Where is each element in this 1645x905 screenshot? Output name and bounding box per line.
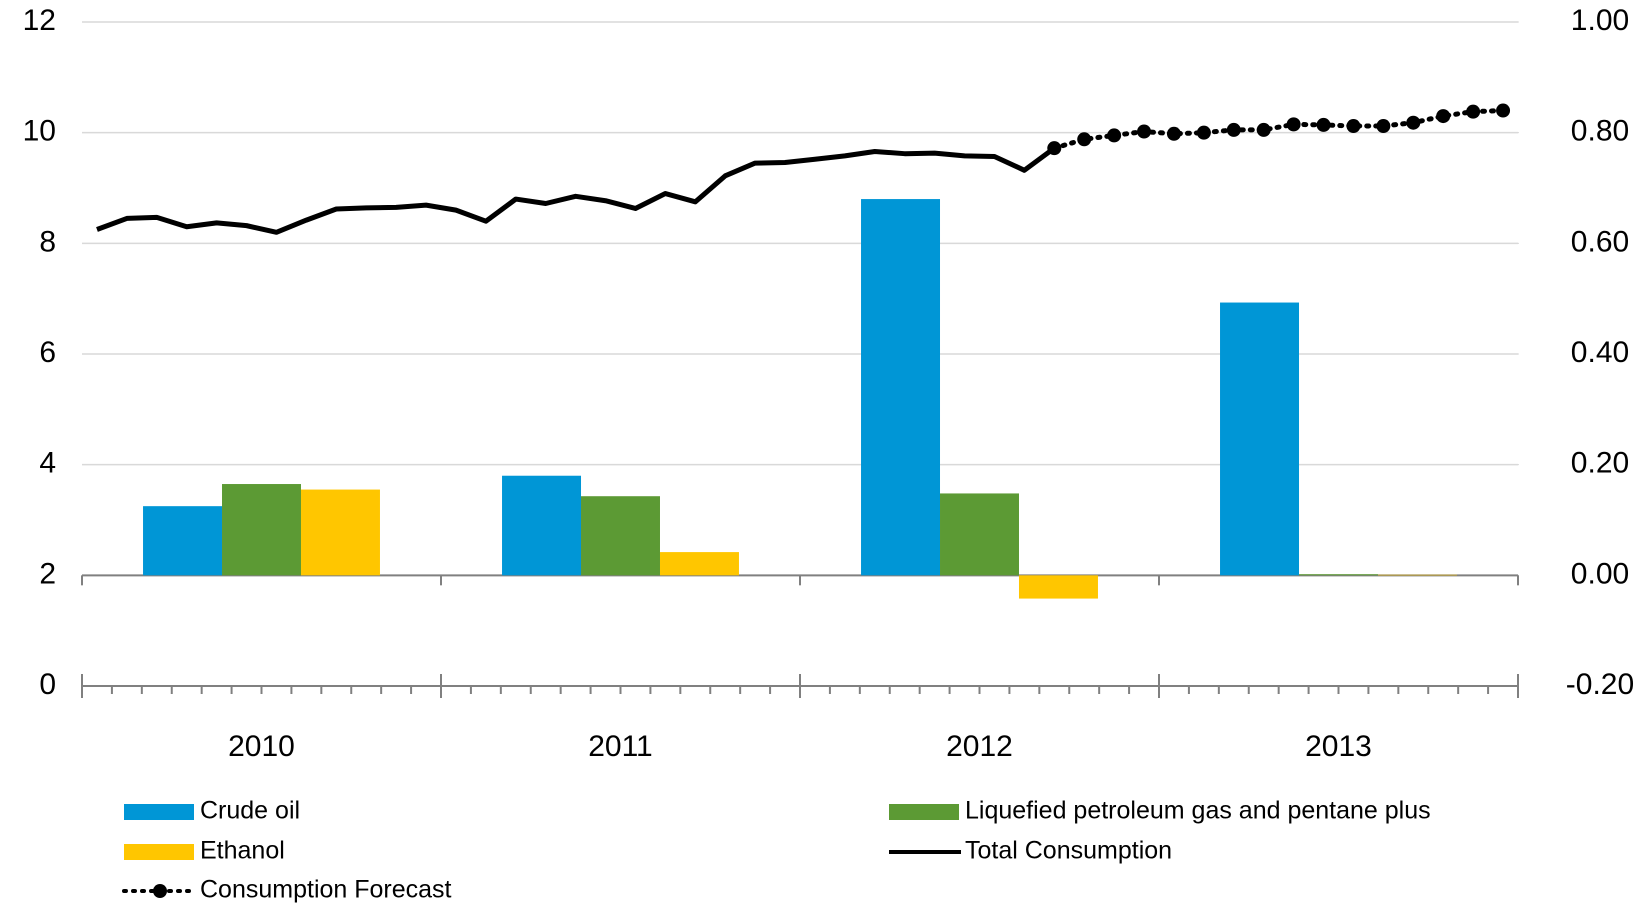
marker xyxy=(1316,117,1331,132)
marker xyxy=(1047,141,1062,156)
marker xyxy=(1496,103,1511,118)
y-tick-label: 8 xyxy=(39,225,56,258)
x-tick-label: 2012 xyxy=(946,730,1013,763)
legend-label: Ethanol xyxy=(200,837,285,865)
y2-tick-label: 0.20 xyxy=(1571,447,1629,480)
bar xyxy=(1299,574,1378,576)
marker xyxy=(1137,124,1152,139)
bar xyxy=(143,506,223,576)
legend-swatch xyxy=(153,884,167,898)
marker xyxy=(1466,104,1481,119)
y2-tick-label: 0.80 xyxy=(1571,115,1629,148)
y2-tick-label: 1.00 xyxy=(1571,4,1629,37)
y2-tick-label: 0.40 xyxy=(1571,336,1629,369)
legend-swatch xyxy=(124,844,194,860)
y-tick-label: 4 xyxy=(39,447,56,480)
line xyxy=(1051,108,1506,151)
bar xyxy=(940,493,1019,576)
x-tick-label: 2010 xyxy=(228,730,295,763)
line xyxy=(96,146,1056,235)
y-tick-label: 6 xyxy=(39,336,56,369)
bar xyxy=(1377,574,1457,576)
y-tick-label: 10 xyxy=(23,115,56,148)
y2-tick-label: 0.00 xyxy=(1571,557,1629,590)
marker xyxy=(1376,119,1391,134)
bar xyxy=(1220,302,1300,576)
marker xyxy=(1406,115,1421,130)
y2-tick-label: -0.20 xyxy=(1566,668,1634,701)
y-tick-label: 0 xyxy=(39,668,56,701)
bar xyxy=(502,475,582,576)
marker xyxy=(1166,126,1181,141)
bar xyxy=(581,496,660,576)
bar xyxy=(861,199,941,576)
legend-label: Crude oil xyxy=(200,797,300,825)
marker xyxy=(1107,128,1122,143)
x-tick-label: 2013 xyxy=(1305,730,1372,763)
y-tick-label: 12 xyxy=(23,4,56,37)
marker xyxy=(1346,119,1361,134)
marker xyxy=(1436,109,1451,124)
marker xyxy=(1226,122,1241,137)
bar xyxy=(222,484,301,576)
bar xyxy=(300,489,380,576)
legend-swatch xyxy=(889,804,959,820)
legend-label: Total Consumption xyxy=(965,837,1172,865)
legend-swatch xyxy=(124,804,194,820)
marker xyxy=(1077,132,1092,147)
x-tick-label: 2011 xyxy=(588,730,653,763)
y2-tick-label: 0.60 xyxy=(1571,225,1629,258)
bar xyxy=(1018,575,1098,599)
legend-label: Liquefied petroleum gas and pentane plus xyxy=(965,797,1431,825)
bar xyxy=(659,552,739,576)
y-tick-label: 2 xyxy=(39,557,56,590)
marker xyxy=(1196,125,1211,140)
marker xyxy=(1286,117,1301,132)
marker xyxy=(1256,122,1271,137)
legend-label: Consumption Forecast xyxy=(200,876,452,904)
